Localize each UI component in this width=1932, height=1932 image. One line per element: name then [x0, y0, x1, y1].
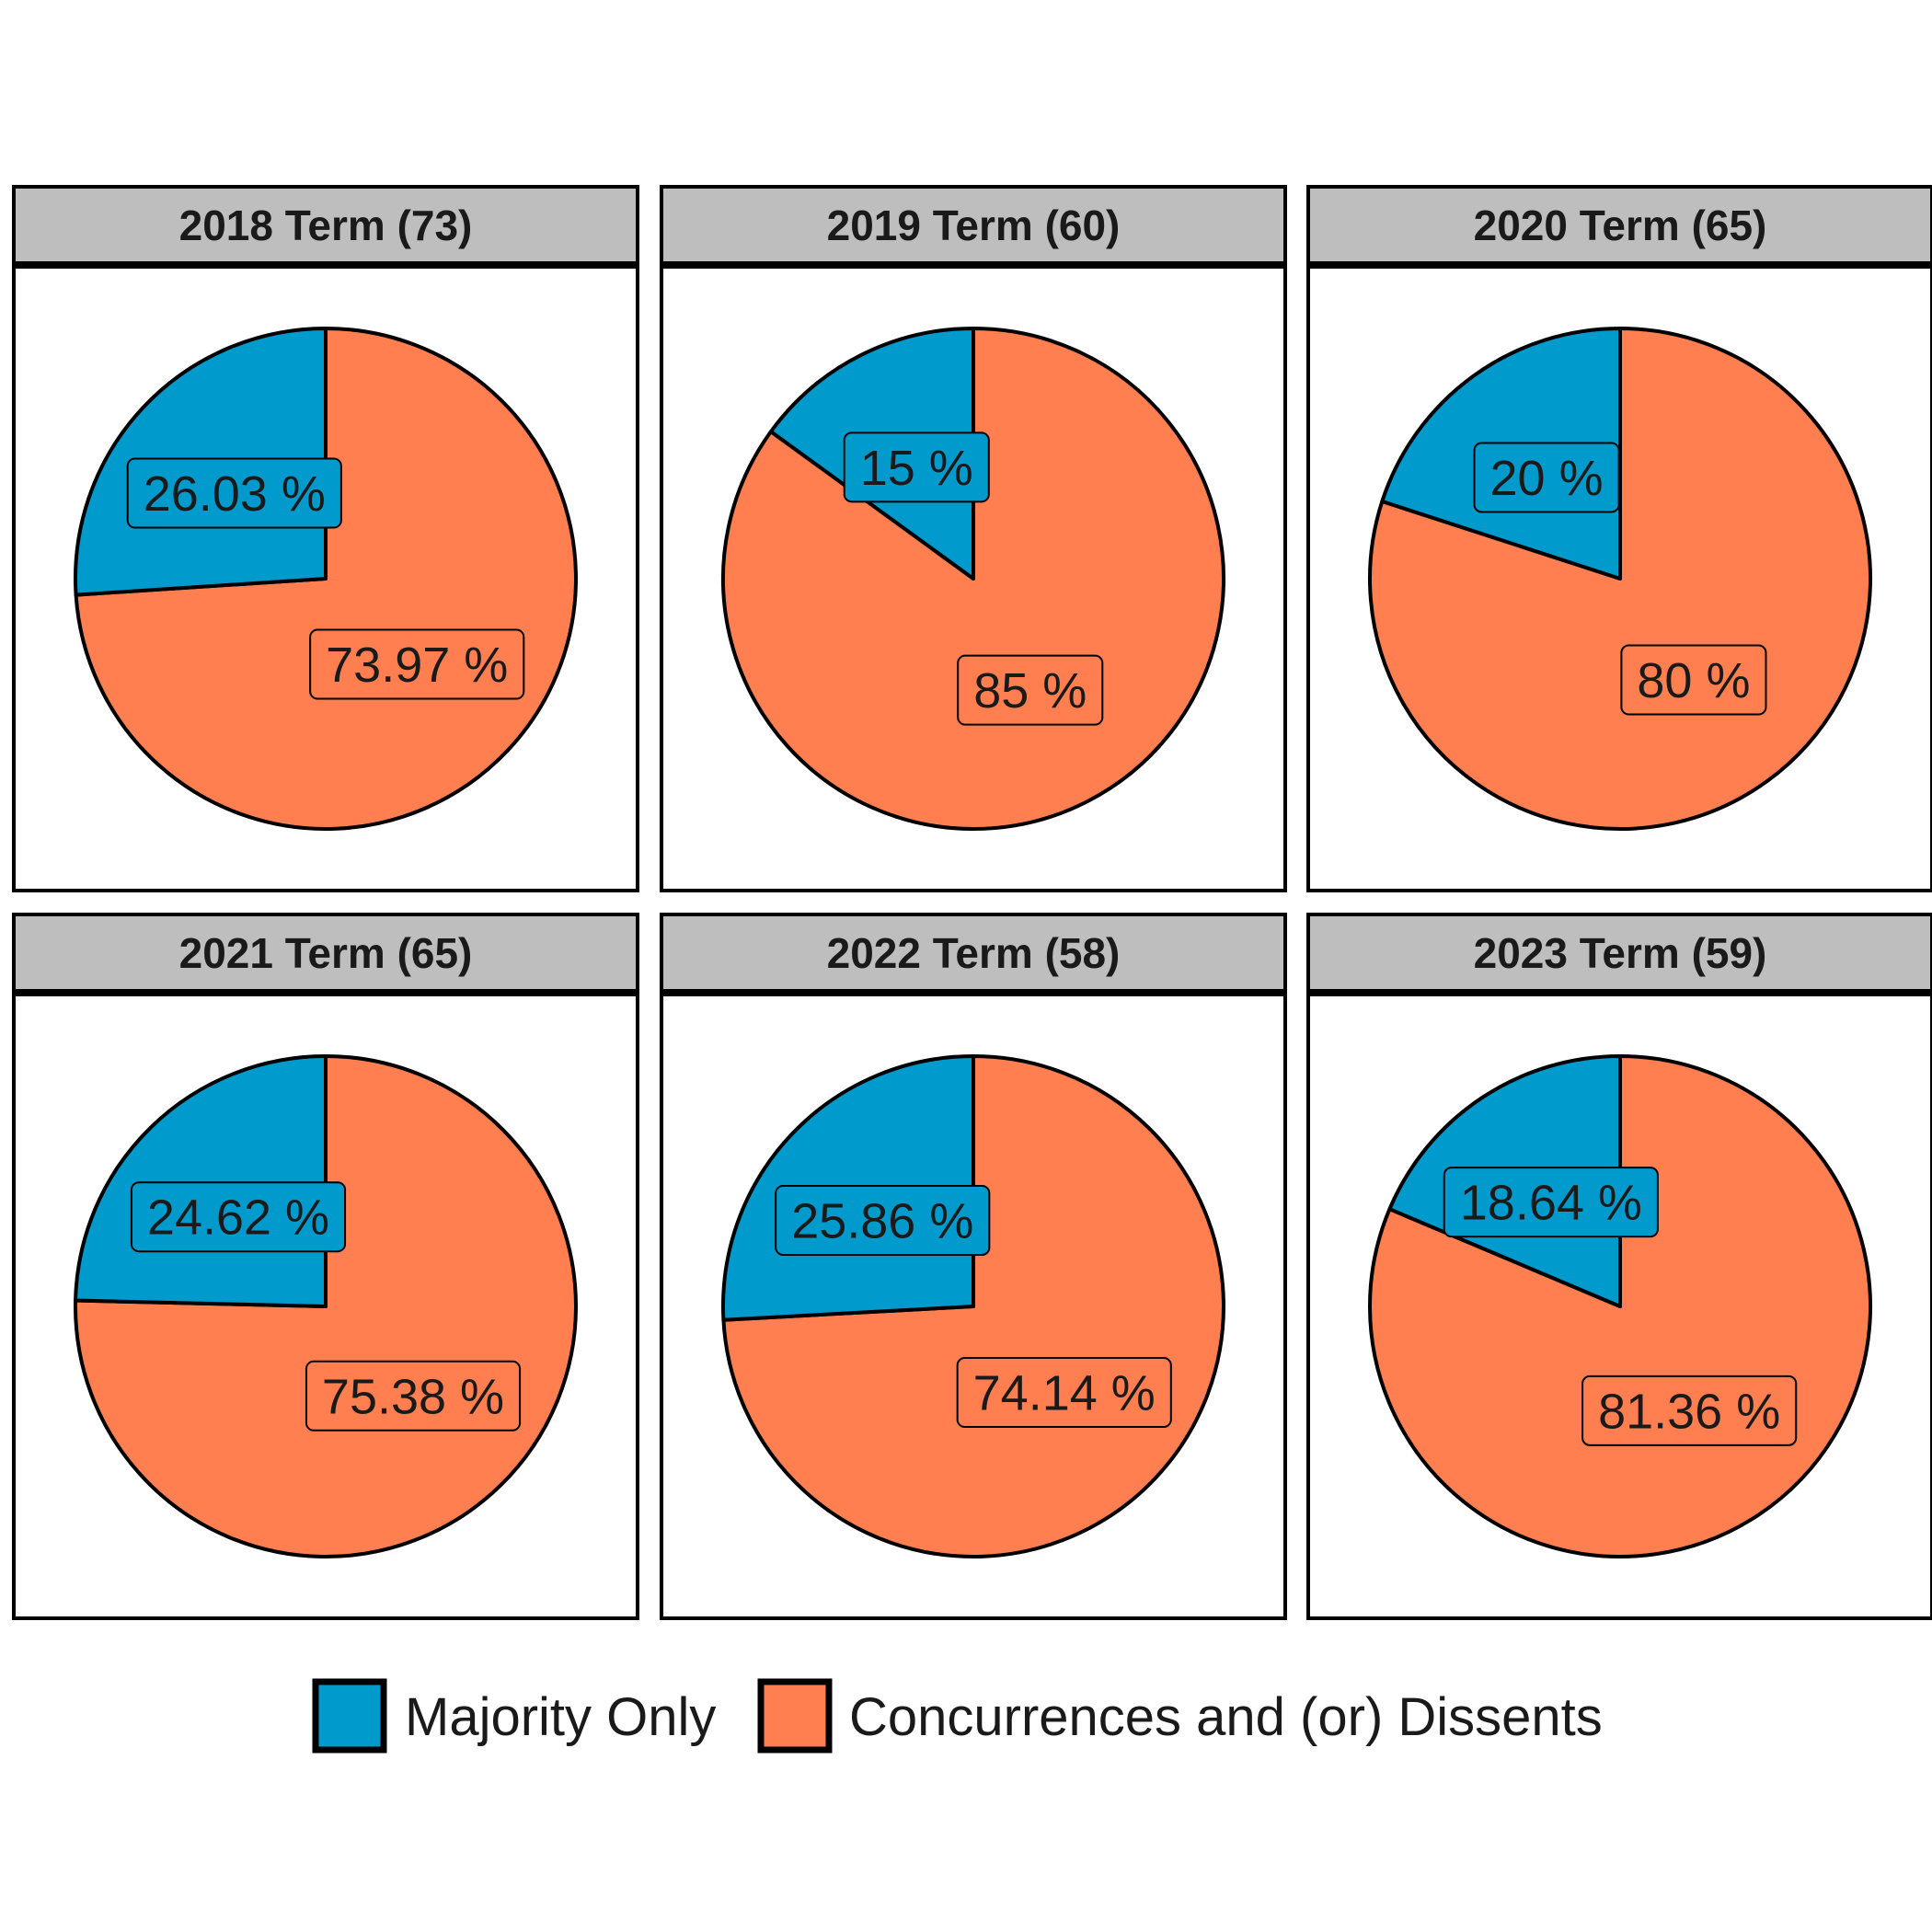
label-majority-only-text: 15 %: [860, 441, 973, 496]
label-majority-only-text: 26.03 %: [144, 466, 326, 522]
label-majority-only: 25.86 %: [775, 1184, 991, 1256]
panel-title: 2019 Term (60): [827, 201, 1121, 249]
label-majority-only: 26.03 %: [126, 457, 342, 529]
panel-2: 2019 Term (60) 15 % 85 %: [660, 185, 1287, 892]
panel-6: 2023 Term (59) 18.64 % 81.36 %: [1306, 913, 1932, 1620]
label-concurrences-dissents-box: [305, 1360, 522, 1432]
label-majority-only-box: [126, 457, 342, 529]
panel-title: 2020 Term (65): [1474, 201, 1767, 249]
panel-4: 2021 Term (65) 24.62 % 75.38 %: [12, 913, 639, 1620]
label-concurrences-dissents-box: [956, 1357, 1172, 1429]
label-concurrences-dissents: 81.36 %: [1581, 1374, 1798, 1446]
label-majority-only: 18.64 %: [1443, 1167, 1659, 1238]
panel-1: 2018 Term (73) 26.03 % 73.97 %: [12, 185, 639, 892]
legend-label-concurrences-dissents: Concurrences and (or) Dissents: [849, 1687, 1603, 1747]
label-concurrences-dissents-text: 74.14 %: [973, 1366, 1156, 1421]
label-majority-only: 20 %: [1473, 442, 1620, 513]
label-concurrences-dissents-text: 81.36 %: [1598, 1384, 1780, 1439]
panel-title: 2021 Term (65): [179, 929, 473, 977]
label-majority-only-text: 25.86 %: [791, 1193, 973, 1248]
panel-3: 2020 Term (65) 20 % 80 %: [1306, 185, 1932, 892]
panels-group: 2018 Term (73) 26.03 % 73.97 % 2019 Term (6…: [12, 185, 1932, 1620]
panel-strip: [12, 185, 639, 265]
label-majority-only-text: 24.62 %: [147, 1190, 329, 1246]
panel-title: 2018 Term (73): [179, 201, 473, 249]
panel-title: 2022 Term (58): [827, 929, 1121, 977]
panel-strip: [660, 913, 1287, 993]
panel-strip: [12, 913, 639, 993]
label-concurrences-dissents-box: [1581, 1374, 1798, 1446]
label-majority-only-box: [1443, 1167, 1659, 1238]
label-concurrences-dissents: 85 %: [957, 654, 1104, 726]
label-majority-only-box: [1473, 442, 1620, 513]
label-majority-only-box: [843, 431, 990, 503]
label-majority-only-text: 20 %: [1490, 451, 1604, 506]
panel-title: 2023 Term (59): [1474, 929, 1767, 977]
label-majority-only-box: [130, 1181, 347, 1253]
label-concurrences-dissents: 73.97 %: [309, 628, 525, 700]
label-majority-only-text: 18.64 %: [1460, 1176, 1642, 1231]
label-concurrences-dissents-box: [957, 654, 1104, 726]
label-concurrences-dissents-text: 73.97 %: [326, 638, 508, 693]
legend: Majority Only Concurrences and (or) Diss…: [312, 1678, 1603, 1754]
label-concurrences-dissents: 75.38 %: [305, 1360, 522, 1432]
label-concurrences-dissents-text: 80 %: [1637, 653, 1750, 708]
label-concurrences-dissents-text: 75.38 %: [322, 1369, 504, 1424]
label-concurrences-dissents-box: [309, 628, 525, 700]
label-concurrences-dissents-box: [1620, 644, 1767, 716]
legend-key-majority-only: [312, 1678, 387, 1754]
panel-5: 2022 Term (58) 25.86 % 74.14 %: [660, 913, 1287, 1620]
legend-key-concurrences-dissents: [757, 1678, 833, 1754]
label-majority-only: 15 %: [843, 431, 990, 503]
legend-label-majority-only: Majority Only: [405, 1687, 716, 1747]
panel-strip: [1306, 913, 1932, 993]
label-majority-only: 24.62 %: [130, 1181, 347, 1253]
label-concurrences-dissents: 80 %: [1620, 644, 1767, 716]
label-majority-only-box: [775, 1184, 991, 1256]
label-concurrences-dissents-text: 85 %: [973, 663, 1087, 719]
label-concurrences-dissents: 74.14 %: [956, 1357, 1172, 1429]
panel-strip: [1306, 185, 1932, 265]
panel-strip: [660, 185, 1287, 265]
